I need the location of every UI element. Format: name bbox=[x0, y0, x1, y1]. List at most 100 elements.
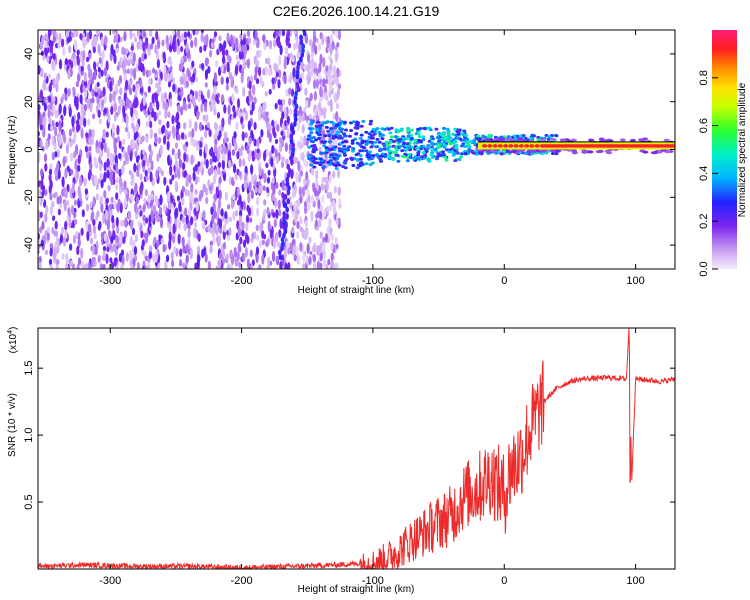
spectrogram-cell bbox=[162, 203, 166, 213]
spectrogram-cell bbox=[225, 76, 229, 85]
spectrogram-cell bbox=[194, 36, 198, 48]
spectrogram-cell bbox=[124, 151, 128, 162]
spectrogram-cell bbox=[201, 62, 205, 70]
spectrogram-y-tick-label: 20 bbox=[23, 96, 35, 108]
spectrogram-cell bbox=[322, 78, 326, 88]
spectrogram-cell bbox=[187, 220, 191, 230]
spectrogram-cell bbox=[435, 157, 439, 161]
spectrogram-cell bbox=[256, 234, 260, 241]
spectrogram-cell bbox=[135, 109, 139, 120]
spectrogram-cell bbox=[231, 93, 235, 103]
spectrogram-cell bbox=[194, 76, 199, 83]
spectrogram-cell bbox=[629, 138, 636, 142]
spectrogram-cell bbox=[79, 33, 83, 40]
spectrogram-cell bbox=[38, 255, 42, 263]
spectrogram-cell bbox=[87, 63, 91, 72]
spectrogram-cell bbox=[110, 235, 114, 244]
spectrogram-cell bbox=[275, 208, 279, 220]
spectrogram-cell bbox=[244, 246, 248, 258]
spectrogram-cell bbox=[310, 51, 314, 58]
spectrogram-cell bbox=[220, 76, 224, 85]
spectrogram-cell bbox=[138, 57, 142, 67]
spectrogram-cell bbox=[142, 265, 146, 269]
spectrogram-cell bbox=[118, 252, 122, 263]
spectrogram-cell bbox=[305, 255, 309, 266]
spectrogram-cell bbox=[587, 150, 594, 154]
spectrogram-cell bbox=[296, 60, 301, 67]
spectrogram-cell bbox=[218, 66, 222, 77]
spectrogram-cell bbox=[213, 193, 217, 202]
spectrogram-cell bbox=[136, 83, 140, 91]
spectrogram-cell bbox=[502, 149, 507, 153]
spectrogram-cell bbox=[275, 155, 280, 165]
spectrogram-cell bbox=[291, 146, 296, 153]
spectrogram-cell bbox=[246, 235, 250, 245]
spectrogram-cell bbox=[86, 98, 91, 110]
spectrogram-cell bbox=[167, 201, 172, 211]
spectrogram-cell bbox=[336, 42, 340, 48]
spectrogram-cell bbox=[319, 97, 323, 104]
spectrogram-cell bbox=[67, 207, 71, 215]
spectrogram-cell bbox=[92, 225, 96, 234]
spectrogram-cell bbox=[209, 49, 213, 58]
spectrogram-cell bbox=[213, 144, 218, 154]
spectrogram-cell bbox=[238, 43, 242, 53]
spectrogram-cell bbox=[101, 99, 105, 107]
spectrogram-cell bbox=[412, 157, 417, 161]
spectrogram-cell bbox=[289, 108, 293, 115]
spectrogram-cell bbox=[328, 90, 332, 99]
spectrogram-cell bbox=[378, 147, 383, 151]
spectrogram-cell bbox=[91, 97, 95, 104]
spectrogram-cell bbox=[129, 235, 133, 247]
spectrogram-cell bbox=[64, 87, 68, 95]
spectrogram-cell bbox=[213, 109, 217, 116]
spectrogram-cell bbox=[222, 172, 227, 182]
spectrogram-cell bbox=[177, 233, 181, 245]
spectrogram-cell bbox=[359, 124, 364, 128]
spectrogram-cell bbox=[472, 138, 477, 142]
spectrogram-cell bbox=[149, 245, 153, 252]
spectrogram-cell bbox=[58, 136, 63, 146]
snr-x-tick-label: -300 bbox=[99, 575, 121, 587]
spectrogram-cell bbox=[463, 145, 468, 148]
spectrogram-cell bbox=[334, 51, 338, 61]
spectrogram-cell bbox=[79, 94, 83, 105]
spectrogram-cell bbox=[184, 188, 188, 197]
spectrogram-cell bbox=[332, 156, 337, 160]
spectrogram-cell bbox=[75, 231, 79, 238]
spectrogram-cell bbox=[78, 191, 82, 202]
spectrogram-cell bbox=[203, 184, 207, 193]
spectrogram-cell bbox=[56, 258, 60, 265]
spectrogram-cell bbox=[606, 151, 612, 155]
spectrogram-cell bbox=[134, 96, 139, 107]
snr-x-tick-label: -100 bbox=[362, 575, 384, 587]
spectrogram-cell bbox=[89, 237, 94, 245]
spectrogram-cell bbox=[136, 261, 140, 269]
spectrogram-cell bbox=[332, 199, 336, 208]
spectrogram-cell bbox=[188, 131, 192, 138]
spectrogram-cell bbox=[86, 230, 90, 242]
spectrogram-cell bbox=[258, 186, 262, 195]
spectrogram-cell bbox=[130, 171, 134, 180]
spectrogram-cell bbox=[276, 123, 280, 133]
spectrogram-band bbox=[543, 144, 675, 148]
spectrogram-cell bbox=[139, 210, 143, 217]
spectrogram-x-tick-label: 100 bbox=[626, 275, 644, 287]
spectrogram-cell bbox=[66, 36, 71, 44]
spectrogram-cell bbox=[285, 158, 289, 165]
spectrogram-cell bbox=[314, 161, 319, 165]
spectrogram-cell bbox=[124, 189, 128, 196]
spectrogram-cell bbox=[351, 120, 356, 124]
spectrogram-cell bbox=[246, 58, 250, 69]
spectrogram-cell bbox=[205, 57, 209, 66]
spectrogram-cell bbox=[164, 72, 168, 82]
spectrogram-cell bbox=[183, 170, 187, 178]
spectrogram-cell bbox=[156, 58, 160, 69]
spectrogram-cell bbox=[292, 67, 296, 79]
spectrogram-cell bbox=[271, 195, 275, 201]
spectrogram-cell bbox=[310, 57, 315, 66]
spectrogram-cell bbox=[158, 119, 162, 125]
spectrogram-cell bbox=[169, 44, 173, 53]
spectrogram-cell bbox=[38, 65, 41, 75]
spectrogram-cell bbox=[151, 36, 155, 45]
